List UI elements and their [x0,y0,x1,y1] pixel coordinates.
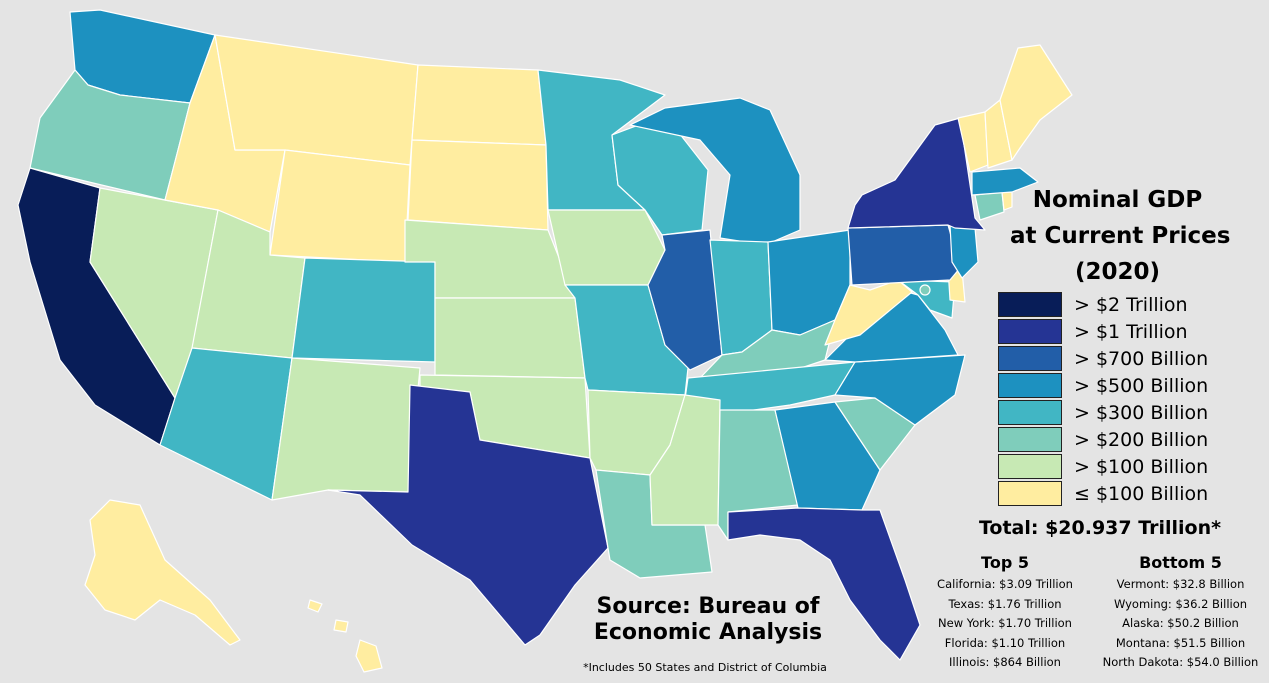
state-arizona[interactable] [159,347,293,501]
source-line1: Source: Bureau of [596,594,820,619]
state-alaska[interactable] [84,499,241,646]
legend-entry: > $2 Trillion [998,291,1208,318]
state-montana[interactable] [214,34,419,166]
state-texas[interactable] [327,384,609,646]
legend-swatch [998,319,1062,344]
total-gdp: Total: $20.937 Trillion* [978,517,1222,539]
state-colorado[interactable] [291,257,436,363]
top5-item: New York: $1.70 Trillion [938,616,1072,630]
map-title-line3: (2020) [1074,259,1161,285]
legend-swatch [998,373,1062,398]
state-connecticut[interactable] [974,191,1005,221]
legend-entry: > $300 Billion [998,399,1208,426]
state-wyoming[interactable] [269,149,411,263]
bottom5-item: Alaska: $50.2 Billion [1122,616,1239,630]
legend-entry: > $100 Billion [998,453,1208,480]
map-title: Nominal GDP at Current Prices (2020) [1010,182,1231,290]
legend-entry: > $200 Billion [998,426,1208,453]
top5-item: Florida: $1.10 Trillion [944,635,1066,650]
legend-label: > $300 Billion [1074,401,1209,424]
legend-entry: > $500 Billion [998,372,1208,399]
state-massachusetts[interactable] [971,167,1039,196]
map-title-line1: Nominal GDP [1032,187,1203,213]
state-south-dakota[interactable] [407,139,549,231]
legend-swatch [998,481,1062,506]
state-new-york[interactable] [847,117,986,231]
state-mississippi[interactable] [649,394,721,526]
top5-item: Texas: $1.76 Trillion [948,596,1062,611]
bottom5-item: Montana: $51.5 Billion [1115,635,1246,650]
source-line2: Economic Analysis [593,620,823,645]
legend: > $2 Trillion > $1 Trillion > $700 Billi… [998,291,1208,507]
footnote: *Includes 50 States and District of Colu… [583,661,827,674]
state-maryland[interactable] [897,279,956,319]
top5-item: California: $3.09 Trillion [937,577,1073,591]
map-title-line2: at Current Prices [1010,223,1231,249]
legend-entry: > $1 Trillion [998,318,1208,345]
state-michigan[interactable] [629,97,801,246]
legend-label: > $500 Billion [1074,374,1209,397]
state-georgia[interactable] [774,401,881,511]
legend-swatch [998,427,1062,452]
bottom5-item: Vermont: $32.8 Billion [1116,577,1245,591]
legend-swatch [998,292,1062,317]
state-new-mexico[interactable] [271,357,421,501]
top5-heading: Top 5 [981,553,1029,572]
state-pennsylvania[interactable] [847,224,961,286]
top5-list: Top 5 California: $3.09 Trillion Texas: … [925,551,1085,673]
state-iowa[interactable] [547,209,666,286]
legend-label: ≤ $100 Billion [1074,482,1209,505]
legend-swatch [998,400,1062,425]
legend-swatch [998,454,1062,479]
bottom5-list: Bottom 5 Vermont: $32.8 Billion Wyoming:… [1092,551,1269,673]
legend-entry: ≤ $100 Billion [998,480,1208,507]
legend-label: > $100 Billion [1074,455,1209,478]
state-florida[interactable] [727,507,921,661]
top5-item: Illinois: $864 Billion [949,655,1061,669]
state-district-of-columbia[interactable] [919,284,931,296]
legend-swatch [998,346,1062,371]
source-note: Source: Bureau of Economic Analysis [578,594,838,646]
bottom5-item: Wyoming: $36.2 Billion [1113,596,1248,611]
state-north-dakota[interactable] [411,64,547,146]
legend-label: > $700 Billion [1074,347,1209,370]
legend-label: > $1 Trillion [1074,320,1188,343]
state-maine[interactable] [999,44,1073,161]
bottom5-item: North Dakota: $54.0 Billion [1102,655,1259,669]
legend-label: > $200 Billion [1074,428,1209,451]
state-hawaii[interactable] [307,599,383,673]
legend-label: > $2 Trillion [1074,293,1188,316]
legend-entry: > $700 Billion [998,345,1208,372]
state-kansas[interactable] [434,297,586,379]
bottom5-heading: Bottom 5 [1139,553,1222,572]
